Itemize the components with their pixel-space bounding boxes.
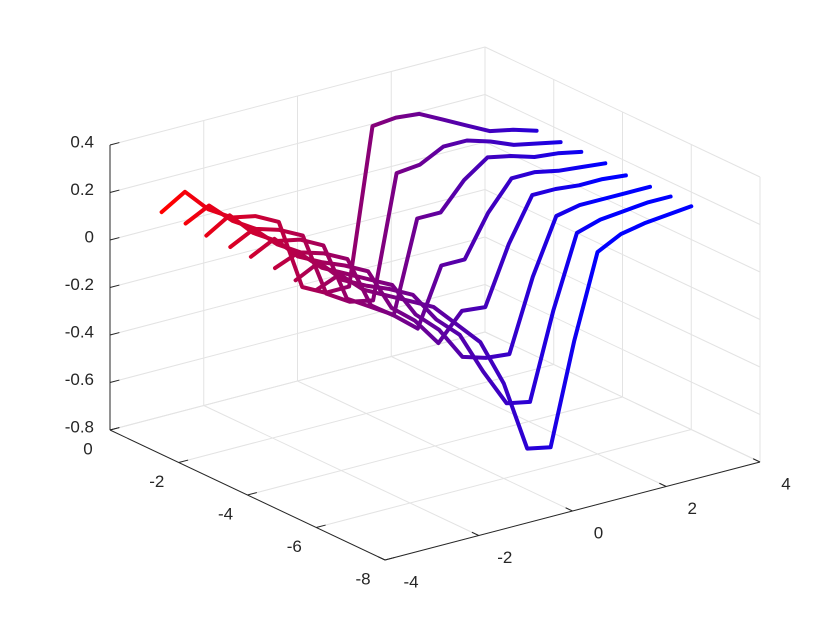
z-tick-label: 0.2	[70, 180, 94, 199]
series-line	[183, 138, 563, 304]
z-tick	[109, 427, 120, 431]
z-tick-label: 0.4	[70, 132, 94, 151]
z-tick	[109, 142, 120, 146]
series-line	[293, 194, 673, 406]
grid-line	[178, 364, 554, 463]
x-tick	[659, 482, 667, 487]
grid-line	[109, 141, 486, 241]
x-tick-label: 4	[781, 474, 790, 493]
grid-line	[484, 141, 761, 273]
x-tick-label: -2	[497, 548, 512, 567]
grid-line	[109, 94, 486, 193]
z-tick-label: -0.8	[65, 417, 94, 436]
z-tick-label: -0.2	[65, 275, 94, 294]
grid-line	[484, 94, 761, 225]
y-tick-label: 0	[83, 439, 92, 458]
series-line	[228, 161, 608, 331]
grid-line	[484, 236, 761, 368]
x-tick	[752, 458, 761, 463]
z-tick	[109, 237, 120, 241]
grid-line	[484, 189, 761, 320]
y-tick	[316, 524, 326, 528]
y-tick	[384, 557, 395, 561]
z-tick	[109, 284, 120, 288]
z-tick	[109, 332, 120, 336]
x-tick	[377, 556, 386, 561]
z-tick	[109, 379, 120, 383]
grid-line	[109, 236, 486, 336]
grid-line	[109, 284, 486, 383]
z-tick-label: -0.6	[65, 370, 94, 389]
grid-line	[109, 331, 486, 431]
y-tick-label: -6	[287, 537, 302, 556]
grid-line	[484, 46, 761, 178]
grid-line	[247, 396, 623, 496]
x-tick	[565, 507, 573, 512]
y-tick	[178, 459, 189, 463]
grid-line	[484, 331, 761, 463]
y-tick-label: -2	[149, 472, 164, 491]
x-tick-label: 0	[594, 523, 603, 542]
z-tick-label: 0	[85, 227, 94, 246]
y-tick	[247, 492, 258, 496]
z-tick-label: -0.4	[65, 322, 94, 341]
grid-line	[316, 429, 692, 528]
series-line	[314, 204, 694, 451]
x-tick	[471, 531, 479, 536]
z-tick	[109, 189, 120, 193]
y-tick-label: -8	[355, 569, 370, 588]
series-line	[273, 184, 652, 360]
x-tick-label: 2	[688, 499, 697, 518]
x-tick-label: -4	[403, 572, 418, 591]
grid-line	[484, 284, 761, 415]
y-tick-label: -4	[218, 504, 233, 523]
grid-line	[109, 46, 486, 146]
